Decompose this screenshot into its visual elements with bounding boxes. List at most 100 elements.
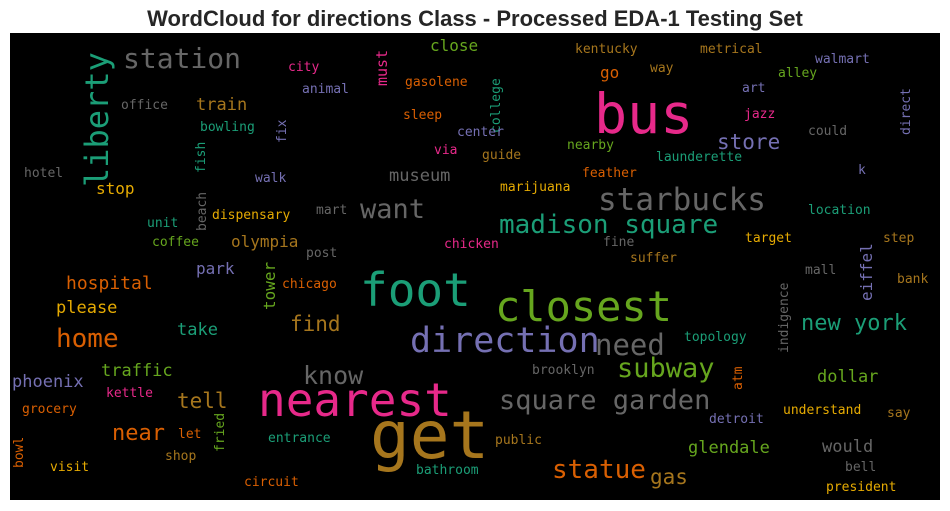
word-foot: foot — [360, 263, 471, 317]
word-closest: closest — [495, 282, 672, 331]
word-kettle: kettle — [106, 386, 153, 401]
word-detroit: detroit — [709, 412, 764, 427]
word-subway: subway — [617, 353, 715, 384]
word-way: way — [650, 61, 674, 76]
word-understand: understand — [783, 403, 861, 418]
word-nearby: nearby — [567, 138, 614, 153]
word-could: could — [808, 124, 847, 139]
word-animal: animal — [302, 82, 349, 97]
word-feather: feather — [582, 166, 637, 181]
word-fix: fix — [275, 119, 290, 143]
word-launderette: launderette — [656, 150, 742, 165]
word-need: need — [595, 328, 665, 362]
word-know: know — [303, 361, 364, 390]
word-station: station — [123, 42, 241, 75]
word-unit: unit — [147, 216, 178, 231]
word-statue: statue — [552, 455, 646, 485]
word-dispensary: dispensary — [212, 208, 290, 223]
word-train: train — [196, 95, 247, 115]
word-atm: atm — [731, 366, 746, 390]
word-mall: mall — [805, 263, 836, 278]
word-beach: beach — [195, 192, 210, 231]
word-shop: shop — [165, 449, 196, 464]
word-k: k — [858, 163, 866, 178]
word-fish: fish — [194, 142, 209, 173]
word-walmart: walmart — [815, 52, 870, 67]
word-liberty: liberty — [78, 52, 116, 187]
word-store: store — [717, 130, 780, 154]
word-gas: gas — [650, 465, 688, 489]
word-office: office — [121, 98, 168, 113]
word-indigence: indigence — [777, 282, 792, 353]
word-phoenix: phoenix — [12, 372, 84, 392]
word-jazz: jazz — [744, 107, 775, 122]
word-close: close — [430, 36, 478, 55]
word-guide: guide — [482, 148, 521, 163]
word-dollar: dollar — [817, 367, 878, 387]
word-circuit: circuit — [244, 475, 299, 490]
word-bus: bus — [594, 82, 693, 146]
word-grocery: grocery — [22, 402, 77, 417]
word-hotel: hotel — [24, 166, 63, 181]
word-gasolene: gasolene — [405, 75, 468, 90]
chart-title: WordCloud for directions Class - Process… — [147, 6, 803, 31]
word-direct: direct — [899, 88, 914, 135]
word-starbucks: starbucks — [598, 182, 766, 218]
word-must: must — [373, 50, 391, 86]
word-please: please — [56, 298, 117, 318]
word-stop: stop — [96, 179, 135, 198]
word-bathroom: bathroom — [416, 463, 479, 478]
word-home: home — [56, 324, 119, 354]
word-let: let — [178, 427, 201, 442]
word-chicago: chicago — [282, 277, 337, 292]
word-direction: direction — [410, 321, 600, 361]
word-president: president — [826, 480, 896, 495]
word-kentucky: kentucky — [575, 42, 638, 57]
word-new-york: new york — [801, 311, 907, 336]
word-art: art — [742, 81, 765, 96]
word-tell: tell — [177, 389, 228, 413]
word-near: near — [112, 421, 165, 446]
word-college: college — [489, 78, 504, 133]
word-via: via — [434, 143, 457, 158]
word-fried: fried — [213, 413, 228, 452]
word-bell: bell — [845, 460, 876, 475]
word-glendale: glendale — [688, 438, 770, 458]
word-square-garden: square garden — [499, 385, 710, 416]
word-post: post — [306, 246, 337, 261]
word-nearest: nearest — [258, 373, 452, 427]
word-walk: walk — [255, 171, 286, 186]
word-center: center — [457, 125, 504, 140]
word-want: want — [360, 194, 425, 225]
word-eiffel: eiffel — [857, 243, 876, 301]
word-bowling: bowling — [200, 120, 255, 135]
word-coffee: coffee — [152, 235, 199, 250]
word-take: take — [177, 320, 218, 340]
word-public: public — [495, 433, 542, 448]
word-get: get — [370, 397, 489, 474]
word-hospital: hospital — [66, 273, 153, 294]
word-step: step — [883, 231, 914, 246]
word-location: location — [808, 203, 871, 218]
word-visit: visit — [50, 460, 89, 475]
word-sleep: sleep — [403, 108, 442, 123]
word-chicken: chicken — [444, 237, 499, 252]
cloud-background — [10, 33, 940, 500]
word-alley: alley — [778, 66, 817, 81]
word-city: city — [288, 60, 319, 75]
word-olympia: olympia — [231, 232, 298, 251]
word-museum: museum — [389, 166, 450, 186]
word-target: target — [745, 231, 792, 246]
word-tower: tower — [260, 261, 279, 310]
word-fine: fine — [603, 235, 634, 250]
word-mart: mart — [316, 203, 347, 218]
word-go: go — [600, 63, 619, 82]
word-traffic: traffic — [101, 361, 173, 381]
word-find: find — [290, 312, 341, 336]
word-metrical: metrical — [700, 42, 763, 57]
word-would: would — [822, 437, 873, 457]
word-bank: bank — [897, 272, 928, 287]
word-park: park — [196, 259, 235, 278]
word-madison-square: madison square — [499, 210, 718, 240]
